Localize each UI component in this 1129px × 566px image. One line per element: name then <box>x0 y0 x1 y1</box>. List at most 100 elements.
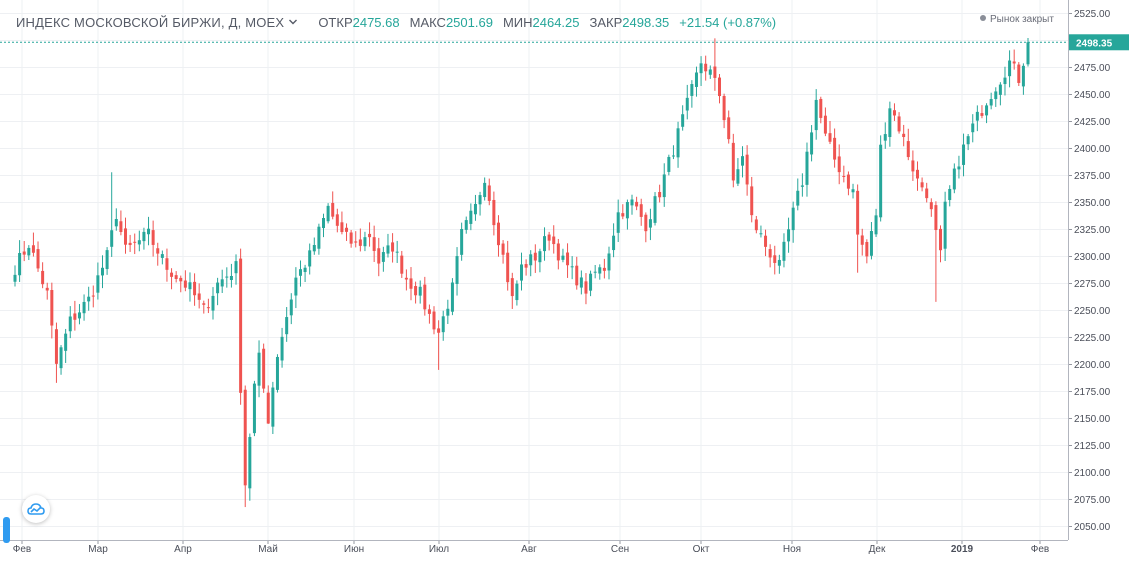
candle-body <box>298 269 302 276</box>
candle-body <box>391 242 395 252</box>
x-tick-label: Июл <box>429 544 449 555</box>
candle-body <box>326 205 330 222</box>
candle-body <box>460 228 464 255</box>
candle-body <box>952 168 956 190</box>
candle-body <box>469 210 473 224</box>
candle-body <box>731 142 735 181</box>
candle-body <box>147 228 151 235</box>
candle-body <box>248 437 252 489</box>
candle-body <box>823 115 827 134</box>
candle-body <box>736 169 740 184</box>
candle-body <box>658 191 662 198</box>
candle-body <box>1021 65 1025 87</box>
candle-body <box>13 274 17 282</box>
candle-body <box>68 316 72 332</box>
candle-body <box>1008 60 1012 77</box>
candle-body <box>128 242 132 246</box>
candle-body <box>630 199 634 206</box>
candle-body <box>289 299 293 316</box>
candle-body <box>114 219 118 227</box>
candle-body <box>616 212 620 233</box>
candle-body <box>667 156 671 172</box>
candle-body <box>708 69 712 75</box>
candle-body <box>814 99 818 131</box>
candle-body <box>216 282 220 294</box>
chevron-down-icon[interactable] <box>288 17 298 27</box>
candle-body <box>883 134 887 141</box>
y-tick-label: 2475.00 <box>1074 63 1111 74</box>
candle-body <box>220 279 224 287</box>
candle-body <box>312 244 316 252</box>
candle-body <box>648 219 652 228</box>
y-tick-label: 2300.00 <box>1074 252 1111 263</box>
candle-body <box>612 235 616 251</box>
candle-body <box>156 248 160 254</box>
last-price-badge <box>1069 34 1129 51</box>
candle-body <box>119 221 123 233</box>
candle-body <box>197 293 201 300</box>
candle-body <box>478 195 482 205</box>
candle-body <box>846 174 850 189</box>
candle-body <box>363 237 367 247</box>
y-tick-label: 2075.00 <box>1074 495 1111 506</box>
candle-body <box>381 252 385 262</box>
candle-body <box>36 249 40 269</box>
market-status-text: Рынок закрыт <box>990 14 1054 25</box>
candle-body <box>455 256 459 284</box>
candle-body <box>911 160 915 172</box>
y-tick-label: 2525.00 <box>1074 9 1111 20</box>
candle-body <box>506 252 510 283</box>
x-tick-label: Июн <box>344 544 364 555</box>
candle-body <box>96 275 100 293</box>
candle-body <box>77 312 81 319</box>
cloud-chart-icon[interactable] <box>22 495 50 523</box>
candle-body <box>54 329 58 364</box>
candle-body <box>170 272 174 277</box>
candle-body <box>943 201 947 249</box>
candle-body <box>754 219 758 231</box>
candle-body <box>515 283 519 301</box>
candle-body <box>183 280 187 288</box>
candle-body <box>524 264 528 268</box>
candle-body <box>18 253 22 276</box>
candle-body <box>874 215 878 235</box>
candle-body <box>174 275 178 279</box>
candle-body <box>280 336 284 361</box>
candle-body <box>193 281 197 296</box>
candle-body <box>133 241 137 243</box>
symbol-title[interactable]: ИНДЕКС МОСКОВСКОЙ БИРЖИ, Д, MOEX <box>16 14 285 30</box>
candle-body <box>308 250 312 267</box>
candle-body <box>782 241 786 261</box>
candle-body <box>759 233 763 235</box>
candle-body <box>745 154 749 185</box>
dot-icon <box>980 15 986 21</box>
candle-body <box>510 278 514 297</box>
candle-body <box>142 231 146 242</box>
candle-body <box>888 108 892 138</box>
y-tick-label: 2250.00 <box>1074 306 1111 317</box>
candle-body <box>607 253 611 271</box>
chart-legend: ИНДЕКС МОСКОВСКОЙ БИРЖИ, Д, MOEX ОТКР 24… <box>16 12 776 32</box>
candle-body <box>833 137 837 160</box>
candle-body <box>653 196 657 223</box>
candle-body <box>100 267 104 276</box>
candle-body <box>262 348 266 389</box>
candle-body <box>639 204 643 217</box>
candle-body <box>589 273 593 291</box>
candle-body <box>252 383 256 434</box>
candle-body <box>165 258 169 270</box>
side-toolbar-handle[interactable] <box>3 517 10 543</box>
candle-body <box>303 267 307 273</box>
candle-body <box>110 230 114 247</box>
candle-body <box>529 254 533 266</box>
candle-body <box>966 136 970 145</box>
candle-body <box>446 308 450 316</box>
open-label: ОТКР <box>318 14 353 30</box>
candle-body <box>243 389 247 486</box>
candle-body <box>496 222 500 246</box>
candle-body <box>211 295 215 311</box>
candle-body <box>464 220 468 230</box>
candle-body <box>31 245 35 253</box>
